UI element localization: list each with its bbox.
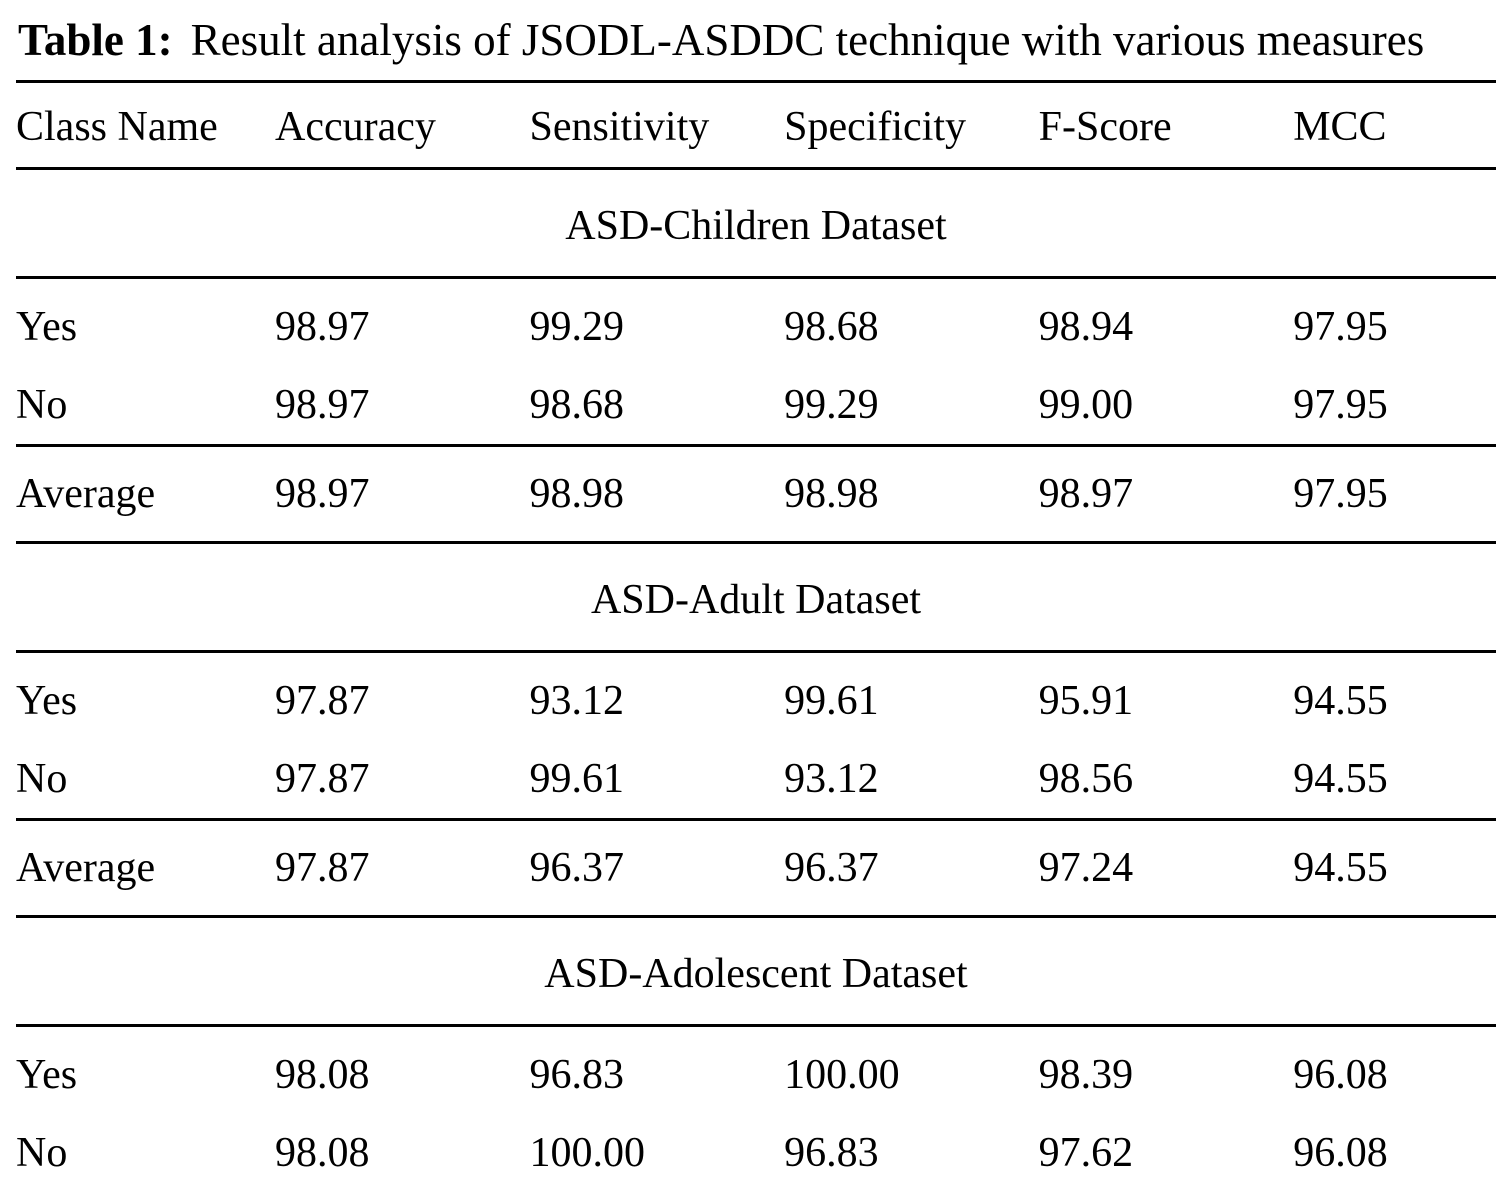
results-table: Class Name Accuracy Sensitivity Specific… xyxy=(16,80,1496,1179)
average-row: Average 98.97 98.98 98.98 98.97 97.95 xyxy=(16,445,1496,543)
cell-value: 100.00 xyxy=(529,1130,646,1177)
cell-value: 94.55 xyxy=(1293,756,1388,803)
section-heading-row: ASD-Adult Dataset xyxy=(16,543,1496,652)
cell-value: 96.83 xyxy=(784,1130,879,1177)
table-row: No 98.97 98.68 99.29 99.00 97.95 xyxy=(16,366,1496,446)
cell-value: 98.97 xyxy=(275,471,370,518)
section-heading-row: ASD-Children Dataset xyxy=(16,169,1496,278)
table-row: Yes 98.97 99.29 98.68 98.94 97.95 xyxy=(16,278,1496,367)
header-row: Class Name Accuracy Sensitivity Specific… xyxy=(16,81,1496,169)
cell-value: 98.98 xyxy=(784,471,879,518)
column-header-accuracy: Accuracy xyxy=(275,104,436,151)
cell-value: 98.68 xyxy=(529,382,625,429)
cell-value: 94.55 xyxy=(1293,845,1388,892)
cell-value: 98.08 xyxy=(275,1130,370,1177)
cell-value: 98.97 xyxy=(1038,471,1134,518)
cell-class-name: No xyxy=(16,382,68,429)
cell-value: 96.08 xyxy=(1293,1130,1388,1177)
cell-value: 99.61 xyxy=(784,678,879,725)
average-row: Average 97.87 96.37 96.37 97.24 94.55 xyxy=(16,819,1496,917)
table-row: Yes 97.87 93.12 99.61 95.91 94.55 xyxy=(16,652,1496,741)
table-body: ASD-Children Dataset Yes 98.97 99.29 98.68 98… xyxy=(16,169,1496,1179)
cell-value: 97.87 xyxy=(275,845,370,892)
column-header-specificity: Specificity xyxy=(784,104,967,151)
cell-value: 96.83 xyxy=(529,1052,625,1099)
cell-value: 97.87 xyxy=(275,678,370,725)
cell-value: 98.97 xyxy=(275,304,370,351)
cell-value: 98.97 xyxy=(275,382,370,429)
cell-value: 96.37 xyxy=(784,845,879,892)
cell-value: 97.95 xyxy=(1293,382,1388,429)
cell-value: 98.68 xyxy=(784,304,879,351)
table-row: Yes 98.08 96.83 100.00 98.39 96.08 xyxy=(16,1026,1496,1115)
section-heading-row: ASD-Adolescent Dataset xyxy=(16,917,1496,1026)
cell-value: 99.29 xyxy=(529,304,625,351)
table-title: Table 1: Result analysis of JSODL-ASDDC t… xyxy=(18,12,1496,68)
cell-value: 99.00 xyxy=(1038,382,1134,429)
section-heading: ASD-Children Dataset xyxy=(565,203,947,250)
cell-value: 99.61 xyxy=(529,756,625,803)
cell-value: 96.37 xyxy=(529,845,625,892)
cell-value: 93.12 xyxy=(529,678,625,725)
table-row: No 97.87 99.61 93.12 98.56 94.55 xyxy=(16,740,1496,820)
table-row: No 98.08 100.00 96.83 97.62 96.08 xyxy=(16,1114,1496,1179)
cell-value: 99.29 xyxy=(784,382,879,429)
cell-class-name: Yes xyxy=(16,678,78,725)
cell-value: 98.98 xyxy=(529,471,625,518)
cell-class-name: Yes xyxy=(16,304,78,351)
cell-value: 97.95 xyxy=(1293,304,1388,351)
cell-value: 97.24 xyxy=(1038,845,1134,892)
section-heading: ASD-Adolescent Dataset xyxy=(544,951,968,998)
table-title-label: Table 1: xyxy=(18,15,173,65)
cell-value: 95.91 xyxy=(1038,678,1134,725)
cell-class-name: No xyxy=(16,1130,68,1177)
cell-class-name: Average xyxy=(16,845,156,892)
cell-class-name: Yes xyxy=(16,1052,78,1099)
column-header-mcc: MCC xyxy=(1293,104,1387,151)
cell-class-name: Average xyxy=(16,471,156,518)
cell-value: 98.08 xyxy=(275,1052,370,1099)
cell-value: 97.87 xyxy=(275,756,370,803)
cell-value: 97.95 xyxy=(1293,471,1388,518)
cell-value: 100.00 xyxy=(784,1052,900,1099)
column-header-f-score: F-Score xyxy=(1038,104,1172,151)
column-header-sensitivity: Sensitivity xyxy=(529,104,710,151)
cell-value: 94.55 xyxy=(1293,678,1388,725)
cell-value: 98.94 xyxy=(1038,304,1134,351)
column-header-class-name: Class Name xyxy=(16,104,218,151)
cell-value: 93.12 xyxy=(784,756,879,803)
cell-class-name: No xyxy=(16,756,68,803)
cell-value: 98.39 xyxy=(1038,1052,1134,1099)
section-heading: ASD-Adult Dataset xyxy=(590,577,922,624)
cell-value: 98.56 xyxy=(1038,756,1134,803)
cell-value: 97.62 xyxy=(1038,1130,1134,1177)
cell-value: 96.08 xyxy=(1293,1052,1388,1099)
table-title-text: Result analysis of JSODL-ASDDC technique… xyxy=(190,15,1425,65)
